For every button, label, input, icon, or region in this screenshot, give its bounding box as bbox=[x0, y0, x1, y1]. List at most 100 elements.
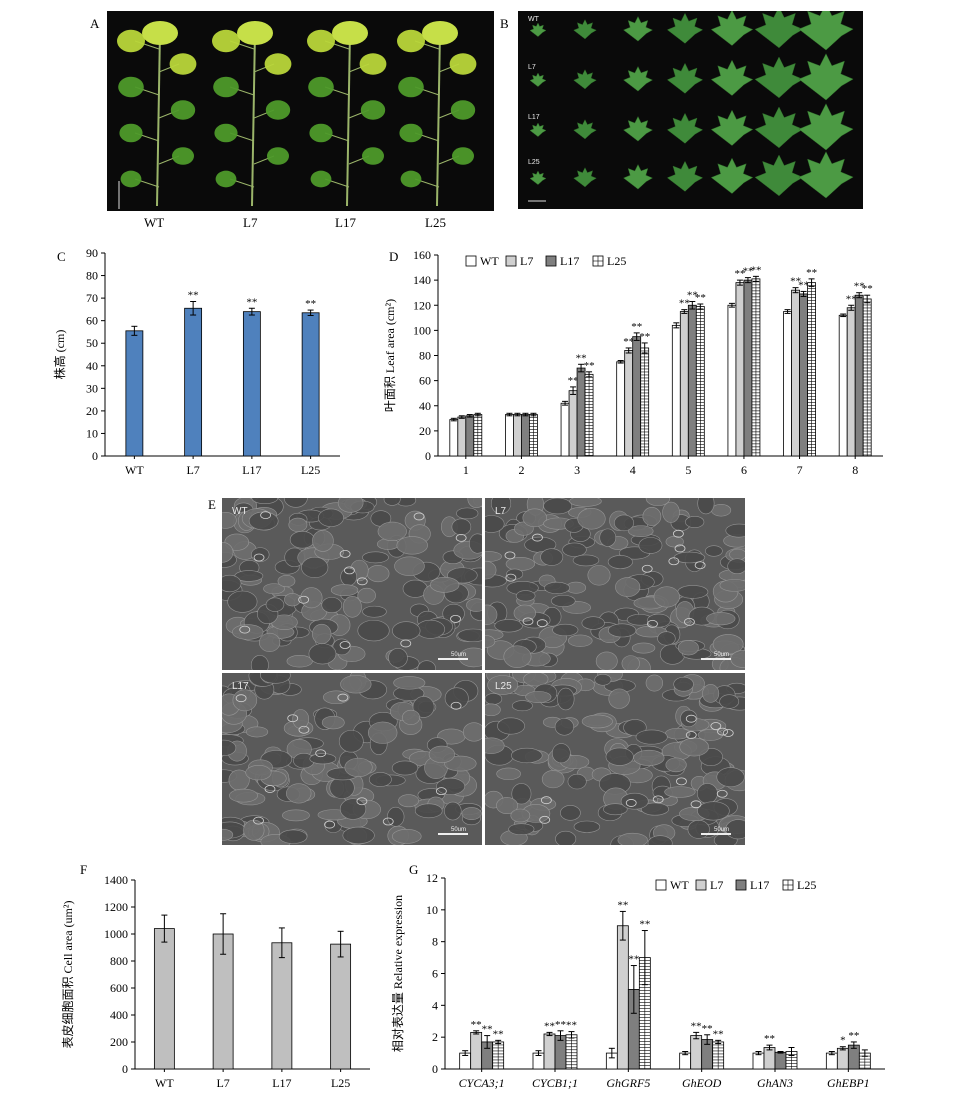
sem-cell bbox=[664, 786, 696, 798]
leaf-2-2 bbox=[623, 116, 653, 142]
y-tick-label: 10 bbox=[426, 903, 438, 917]
sem-cell bbox=[417, 660, 436, 670]
bar bbox=[465, 415, 475, 457]
leaf-3-5 bbox=[754, 154, 804, 197]
sem-cell bbox=[562, 542, 587, 557]
leaf-2-1 bbox=[573, 119, 597, 140]
significance-mark: ** bbox=[750, 264, 761, 276]
sem-cell bbox=[312, 623, 332, 645]
sem-stoma bbox=[685, 731, 697, 739]
bar bbox=[242, 311, 261, 457]
sem-stoma bbox=[264, 785, 276, 793]
sem-cell bbox=[444, 687, 469, 710]
sem-stoma bbox=[674, 544, 686, 553]
sem-cell bbox=[466, 598, 482, 612]
y-tick-label: 1400 bbox=[104, 873, 128, 887]
sem-cell bbox=[646, 613, 671, 628]
sem-stoma bbox=[690, 800, 702, 809]
sem-cell bbox=[428, 745, 455, 763]
sem-cell bbox=[727, 558, 745, 574]
plant-leaf bbox=[309, 123, 333, 143]
sem-stoma bbox=[450, 701, 462, 710]
bar bbox=[330, 943, 352, 1070]
sem-scale-bar bbox=[438, 833, 468, 835]
leaf-3-0 bbox=[529, 170, 547, 185]
legend-label: L25 bbox=[607, 254, 626, 268]
sem-cell bbox=[697, 801, 730, 821]
x-tick-label: 5 bbox=[685, 463, 691, 477]
sem-tile-wt: WT 50um bbox=[222, 498, 482, 670]
bar bbox=[752, 1052, 765, 1070]
y-tick-label: 8 bbox=[432, 935, 438, 949]
sem-cell bbox=[642, 507, 662, 526]
x-tick-label: 6 bbox=[741, 463, 747, 477]
sem-cell bbox=[339, 798, 367, 820]
significance-mark: ** bbox=[482, 1024, 493, 1036]
leaf-2-0 bbox=[529, 122, 547, 137]
legend-label: WT bbox=[480, 254, 499, 268]
leaf-0-0 bbox=[529, 22, 547, 37]
leaf-2-3 bbox=[666, 112, 704, 144]
sem-cell bbox=[505, 557, 536, 571]
y-tick-label: 0 bbox=[425, 449, 431, 463]
sem-cell bbox=[368, 772, 392, 787]
bar bbox=[743, 279, 753, 457]
y-tick-label: 800 bbox=[110, 954, 128, 968]
bar bbox=[616, 925, 629, 1070]
significance-mark: ** bbox=[623, 336, 634, 348]
legend-swatch bbox=[465, 255, 477, 267]
plant-leaf bbox=[118, 76, 144, 98]
significance-mark: ** bbox=[568, 375, 579, 387]
y-axis-label: 相对表达量 Relative expression bbox=[391, 895, 405, 1052]
plant-leaf bbox=[267, 147, 289, 165]
plant-leaf bbox=[308, 76, 334, 98]
bar-hatch bbox=[585, 374, 594, 456]
plant-leaf bbox=[310, 170, 332, 188]
sem-cell bbox=[645, 498, 671, 507]
legend-label: L7 bbox=[710, 878, 723, 892]
chart-g: G 0 2 4 6 8 10 12 相对表达量 Relative expression CYCA3… bbox=[380, 862, 900, 1097]
x-tick-label: L25 bbox=[301, 463, 320, 477]
sem-cell bbox=[513, 604, 536, 622]
sem-stoma bbox=[253, 553, 265, 562]
sem-cell bbox=[617, 832, 648, 845]
bar bbox=[470, 1031, 483, 1070]
y-tick-label: 2 bbox=[432, 1030, 438, 1044]
y-tick-label: 200 bbox=[110, 1035, 128, 1049]
sem-cell bbox=[677, 585, 709, 599]
y-tick-label: 50 bbox=[86, 336, 98, 350]
y-tick-label: 80 bbox=[419, 349, 431, 363]
plant-leaf bbox=[307, 29, 335, 53]
plant-leaf bbox=[399, 123, 423, 143]
sem-cell bbox=[458, 647, 482, 668]
sem-cell bbox=[391, 829, 422, 844]
bar bbox=[560, 402, 570, 457]
sem-scale-bar bbox=[701, 658, 731, 660]
significance-mark: ** bbox=[687, 289, 698, 301]
significance-mark: ** bbox=[764, 1033, 775, 1045]
sem-cell bbox=[716, 767, 745, 788]
significance-mark: ** bbox=[576, 352, 587, 364]
sem-stoma bbox=[684, 617, 695, 626]
bar-hatch bbox=[640, 347, 649, 457]
sem-stoma bbox=[455, 533, 467, 542]
sem-label-l17: L17 bbox=[232, 681, 249, 692]
plant-label-l25: L25 bbox=[425, 215, 446, 230]
sem-stoma bbox=[253, 816, 264, 825]
leaf-1-5 bbox=[754, 56, 804, 99]
sem-cell bbox=[222, 542, 234, 563]
sem-tile-l17: L17 50um bbox=[222, 673, 482, 845]
sem-cell bbox=[614, 514, 634, 532]
plant-leaf bbox=[214, 123, 238, 143]
sem-stoma bbox=[672, 529, 684, 538]
sem-cell bbox=[286, 783, 312, 804]
bar bbox=[271, 942, 293, 1070]
sem-cell bbox=[332, 638, 351, 656]
significance-mark: ** bbox=[631, 321, 642, 333]
panel-letter: F bbox=[80, 862, 87, 877]
bar bbox=[505, 414, 514, 457]
bar bbox=[543, 1033, 556, 1070]
sem-cell bbox=[605, 747, 634, 766]
x-tick-label: L7 bbox=[216, 1076, 229, 1090]
sem-cell bbox=[555, 830, 577, 845]
